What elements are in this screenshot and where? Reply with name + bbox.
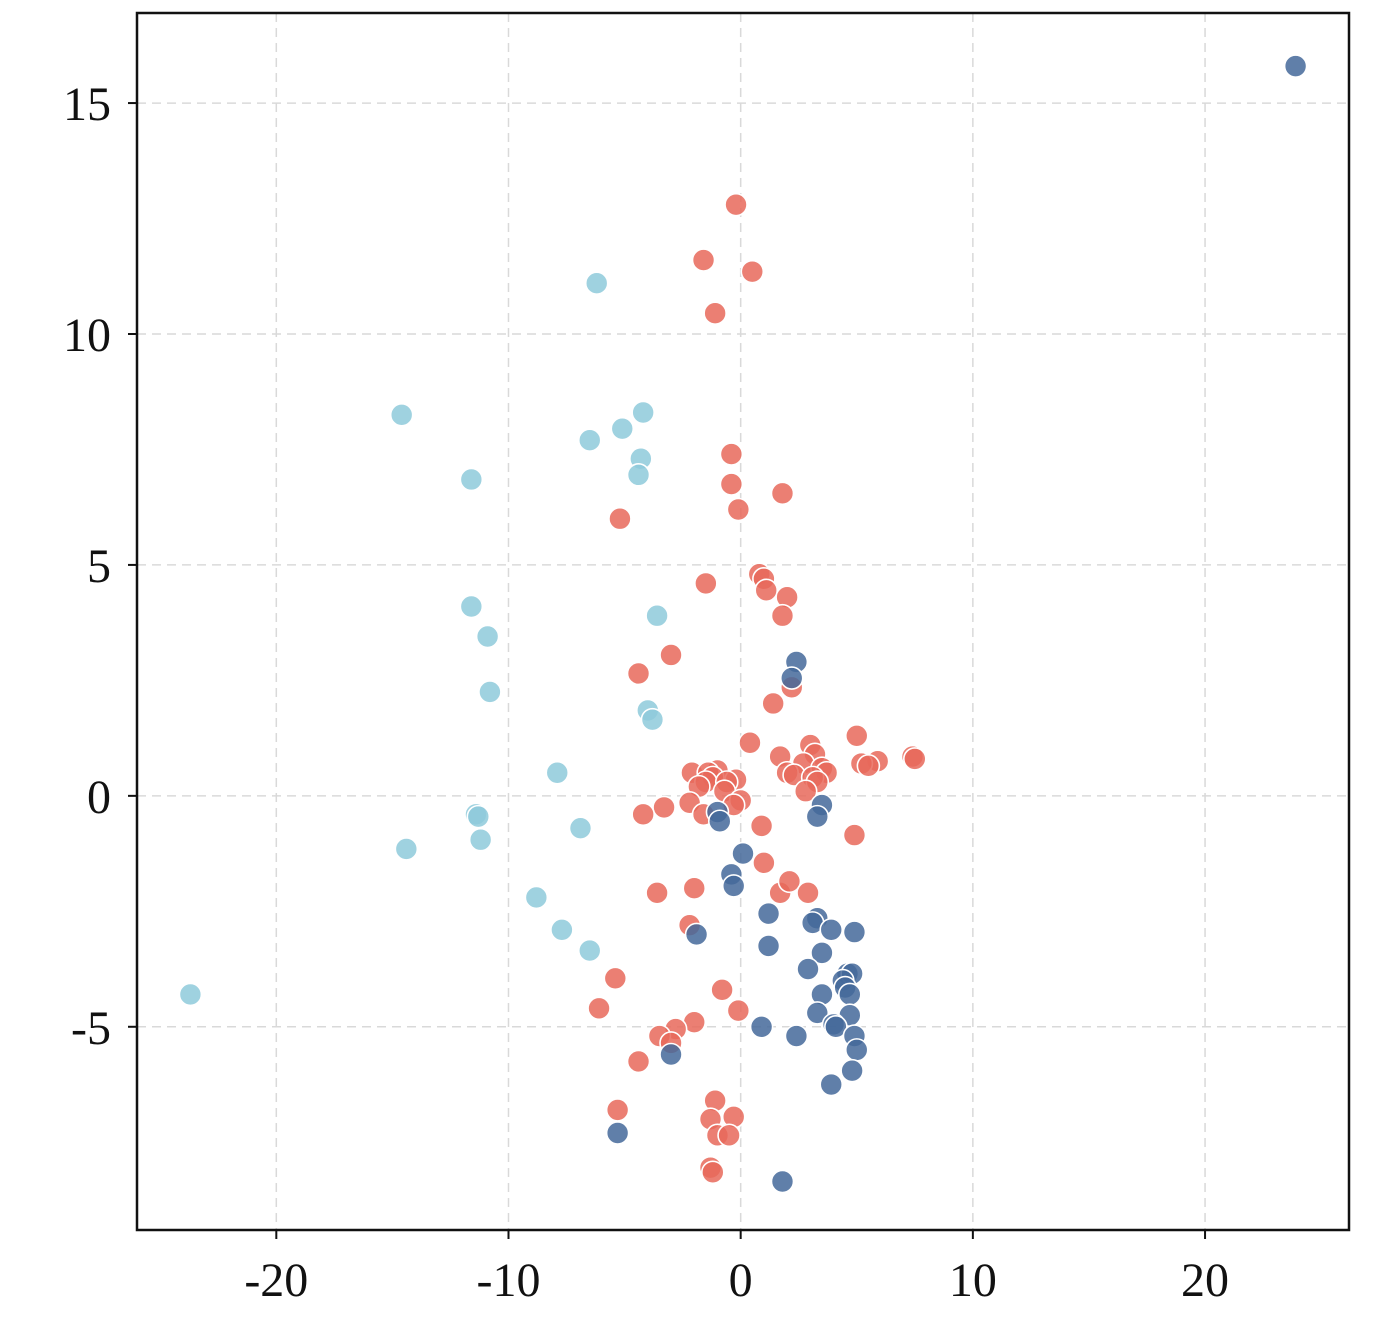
data-point-series-1 [550, 917, 574, 942]
data-point-series-3 [810, 941, 834, 965]
data-point-series-2 [659, 643, 683, 667]
data-point-series-1 [394, 837, 419, 861]
data-point-series-2 [844, 724, 869, 748]
data-point-series-3 [731, 841, 755, 866]
data-point-series-3 [1283, 54, 1308, 78]
data-point-series-3 [749, 1014, 774, 1039]
data-point-series-2 [717, 1123, 741, 1148]
data-point-series-1 [640, 707, 665, 732]
data-point-series-2 [903, 747, 927, 771]
data-point-series-2 [682, 876, 707, 901]
y-tick-label: 0 [87, 771, 111, 824]
data-point-series-1 [478, 680, 502, 704]
x-tick-label: 0 [729, 1254, 753, 1307]
data-point-series-1 [631, 400, 655, 425]
data-point-series-2 [754, 578, 779, 603]
data-point-series-2 [719, 442, 744, 466]
data-point-series-3 [805, 804, 830, 829]
data-point-series-2 [701, 1160, 725, 1185]
data-point-series-1 [466, 804, 491, 829]
data-point-series-3 [819, 917, 844, 942]
data-point-series-2 [738, 730, 762, 755]
data-point-series-1 [178, 982, 203, 1007]
data-point-series-2 [703, 301, 727, 326]
data-point-series-2 [652, 795, 676, 820]
x-tick-label: 10 [949, 1254, 997, 1307]
data-point-series-3 [659, 1042, 683, 1067]
data-point-series-2 [626, 1049, 651, 1074]
data-point-series-2 [608, 506, 632, 531]
data-point-series-1 [584, 271, 609, 295]
data-point-series-2 [724, 192, 748, 217]
data-point-series-3 [842, 920, 867, 944]
data-point-series-2 [645, 881, 669, 905]
data-point-series-1 [459, 467, 484, 492]
y-tick-label: 15 [63, 78, 111, 131]
y-tick-label: 10 [63, 309, 111, 362]
data-point-series-1 [475, 624, 500, 649]
data-point-series-2 [793, 779, 818, 804]
data-point-series-1 [577, 938, 602, 963]
data-point-series-2 [770, 481, 795, 506]
data-point-series-3 [756, 901, 781, 926]
x-tick-label: -20 [244, 1254, 308, 1307]
data-point-series-2 [691, 248, 716, 272]
data-point-series-1 [626, 463, 651, 487]
data-point-series-3 [805, 1001, 830, 1025]
data-point-series-2 [603, 966, 628, 991]
grid-lines [137, 13, 1349, 1230]
data-point-series-2 [694, 571, 718, 596]
data-point-series-2 [777, 869, 802, 894]
y-tick-label: 5 [87, 540, 111, 593]
data-point-series-2 [631, 802, 655, 827]
data-point-series-3 [684, 922, 709, 947]
y-axis: -5 0 5 10 15 [63, 78, 137, 1055]
data-point-series-3 [756, 934, 781, 958]
data-point-series-2 [752, 851, 776, 875]
data-point-series-3 [838, 982, 862, 1007]
data-point-series-2 [605, 1098, 630, 1122]
data-point-series-3 [779, 666, 804, 690]
data-points [178, 54, 1308, 1194]
data-point-series-2 [710, 978, 734, 1002]
x-axis: -20 -10 0 10 20 [244, 1230, 1229, 1307]
data-point-series-2 [749, 814, 774, 838]
data-point-series-2 [740, 259, 765, 284]
data-point-series-1 [568, 816, 593, 840]
data-point-series-3 [844, 1038, 869, 1062]
data-point-series-2 [587, 996, 611, 1021]
data-point-series-1 [524, 885, 549, 910]
data-point-series-2 [726, 497, 751, 522]
plot-frame [135, 11, 1351, 1232]
data-point-series-1 [610, 416, 635, 441]
data-point-series-1 [468, 827, 493, 852]
data-point-series-1 [459, 594, 484, 619]
data-point-series-3 [796, 957, 820, 981]
data-point-series-3 [707, 809, 732, 834]
data-point-series-2 [842, 823, 867, 847]
data-point-series-2 [726, 998, 751, 1023]
data-point-series-2 [761, 691, 785, 716]
y-tick-label: -5 [71, 1002, 111, 1055]
data-point-series-3 [605, 1121, 630, 1145]
data-point-series-2 [770, 603, 795, 628]
data-point-series-1 [645, 603, 669, 628]
data-point-series-3 [824, 1014, 848, 1039]
data-point-series-2 [856, 754, 881, 778]
data-point-series-1 [577, 428, 602, 453]
data-point-series-3 [819, 1072, 844, 1097]
data-point-series-2 [626, 661, 651, 686]
data-point-series-3 [770, 1169, 795, 1194]
data-point-series-2 [796, 881, 820, 905]
x-tick-label: -10 [477, 1254, 541, 1307]
data-point-series-1 [389, 403, 414, 427]
data-point-series-2 [719, 472, 744, 496]
data-point-series-3 [721, 874, 746, 898]
data-point-series-1 [545, 760, 570, 785]
x-tick-label: 20 [1181, 1254, 1229, 1307]
data-point-series-3 [840, 1058, 864, 1083]
data-point-series-3 [784, 1024, 809, 1048]
